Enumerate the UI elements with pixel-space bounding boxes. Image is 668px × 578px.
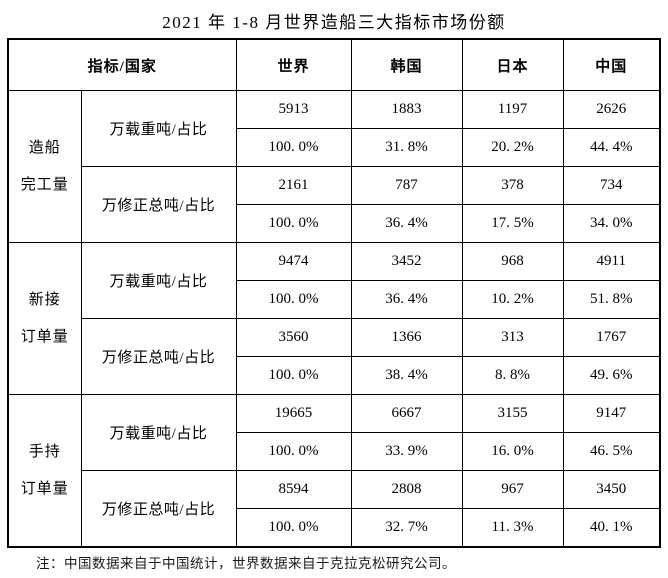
value-cell: 9474 [235, 242, 352, 281]
table-row: 100. 0% 38. 4% 8. 8% 49. 6% [8, 356, 661, 395]
section-name-line: 订单量 [20, 480, 69, 497]
market-share-table: 指标/国家 世界 韩国 日本 中国 造船 完工量 万载重吨/占比 5913 18… [7, 38, 662, 548]
value-cell: 1883 [350, 90, 463, 129]
value-cell: 1366 [350, 318, 463, 357]
share-cell: 33. 9% [350, 432, 463, 471]
header-col-world: 世界 [235, 38, 352, 91]
share-cell: 44. 4% [562, 128, 661, 167]
header-col-korea: 韩国 [350, 38, 463, 91]
table-row: 万修正总吨/占比 2161 787 378 734 [8, 166, 661, 243]
metric-label: 万修正总吨/占比 [80, 318, 237, 395]
value-cell: 6667 [350, 394, 463, 433]
share-cell: 11. 3% [461, 508, 564, 548]
header-indicator-country: 指标/国家 [7, 38, 237, 91]
share-cell: 20. 2% [461, 128, 564, 167]
section-name-line: 新接 [28, 291, 61, 308]
section-name-line: 手持 [28, 443, 61, 460]
share-cell: 8. 8% [461, 356, 564, 395]
table-row: 万修正总吨/占比 8594 2808 967 3450 [8, 470, 661, 548]
value-cell: 1767 [562, 318, 661, 357]
share-cell: 100. 0% [235, 204, 352, 243]
metric-label: 万修正总吨/占比 [80, 166, 237, 243]
header-col-china: 中国 [562, 38, 661, 91]
value-cell: 19665 [235, 394, 352, 433]
value-cell: 4911 [562, 242, 661, 281]
share-cell: 40. 1% [562, 508, 661, 548]
share-cell: 38. 4% [350, 356, 463, 395]
value-cell: 3560 [235, 318, 352, 357]
value-cell: 787 [350, 166, 463, 205]
header-col-japan: 日本 [461, 38, 564, 91]
metric-label: 万载重吨/占比 [80, 90, 237, 167]
value-cell: 967 [461, 470, 564, 509]
value-cell: 968 [461, 242, 564, 281]
value-cell: 734 [562, 166, 661, 205]
share-cell: 100. 0% [235, 128, 352, 167]
section-name-line: 完工量 [20, 176, 69, 193]
section-completions: 造船 完工量 [7, 90, 82, 243]
share-cell: 51. 8% [562, 280, 661, 319]
value-cell: 9147 [562, 394, 661, 433]
value-cell: 378 [461, 166, 564, 205]
section-name-line: 造船 [28, 139, 61, 156]
table-row: 手持 订单量 万载重吨/占比 19665 6667 3155 9147 [7, 394, 661, 548]
table-row: 100. 0% 33. 9% 16. 0% 46. 5% [8, 432, 661, 471]
value-cell: 2808 [350, 470, 463, 509]
value-cell: 3452 [350, 242, 463, 281]
share-cell: 36. 4% [350, 204, 463, 243]
table-row: 100. 0% 31. 8% 20. 2% 44. 4% [8, 128, 661, 167]
share-cell: 100. 0% [235, 356, 352, 395]
share-cell: 100. 0% [235, 280, 352, 319]
table-row: 100. 0% 32. 7% 11. 3% 40. 1% [8, 508, 661, 548]
share-cell: 31. 8% [350, 128, 463, 167]
share-cell: 17. 5% [461, 204, 564, 243]
share-cell: 100. 0% [235, 432, 352, 471]
value-cell: 2626 [562, 90, 661, 129]
table-header-row: 指标/国家 世界 韩国 日本 中国 [7, 38, 661, 91]
share-cell: 100. 0% [235, 508, 352, 548]
table-row: 造船 完工量 万载重吨/占比 5913 1883 1197 2626 [7, 90, 661, 243]
source-footnote: 注：中国数据来自于中国统计，世界数据来自于克拉克松研究公司。 [36, 556, 456, 571]
value-cell: 8594 [235, 470, 352, 509]
value-cell: 2161 [235, 166, 352, 205]
share-cell: 10. 2% [461, 280, 564, 319]
share-cell: 46. 5% [562, 432, 661, 471]
section-name-line: 订单量 [20, 328, 69, 345]
table-row: 新接 订单量 万载重吨/占比 9474 3452 968 4911 [7, 242, 661, 395]
share-cell: 34. 0% [562, 204, 661, 243]
table-row: 100. 0% 36. 4% 10. 2% 51. 8% [8, 280, 661, 319]
share-cell: 32. 7% [350, 508, 463, 548]
metric-label: 万修正总吨/占比 [80, 470, 237, 548]
metric-label: 万载重吨/占比 [80, 242, 237, 319]
value-cell: 5913 [235, 90, 352, 129]
share-cell: 36. 4% [350, 280, 463, 319]
value-cell: 3450 [562, 470, 661, 509]
share-cell: 49. 6% [562, 356, 661, 395]
table-row: 100. 0% 36. 4% 17. 5% 34. 0% [8, 204, 661, 243]
value-cell: 3155 [461, 394, 564, 433]
share-cell: 16. 0% [461, 432, 564, 471]
page-title: 2021 年 1-8 月世界造船三大指标市场份额 [162, 13, 506, 32]
metric-label: 万载重吨/占比 [80, 394, 237, 471]
value-cell: 313 [461, 318, 564, 357]
value-cell: 1197 [461, 90, 564, 129]
section-new-orders: 新接 订单量 [7, 242, 82, 395]
section-orderbook: 手持 订单量 [7, 394, 82, 548]
table-row: 万修正总吨/占比 3560 1366 313 1767 [8, 318, 661, 395]
